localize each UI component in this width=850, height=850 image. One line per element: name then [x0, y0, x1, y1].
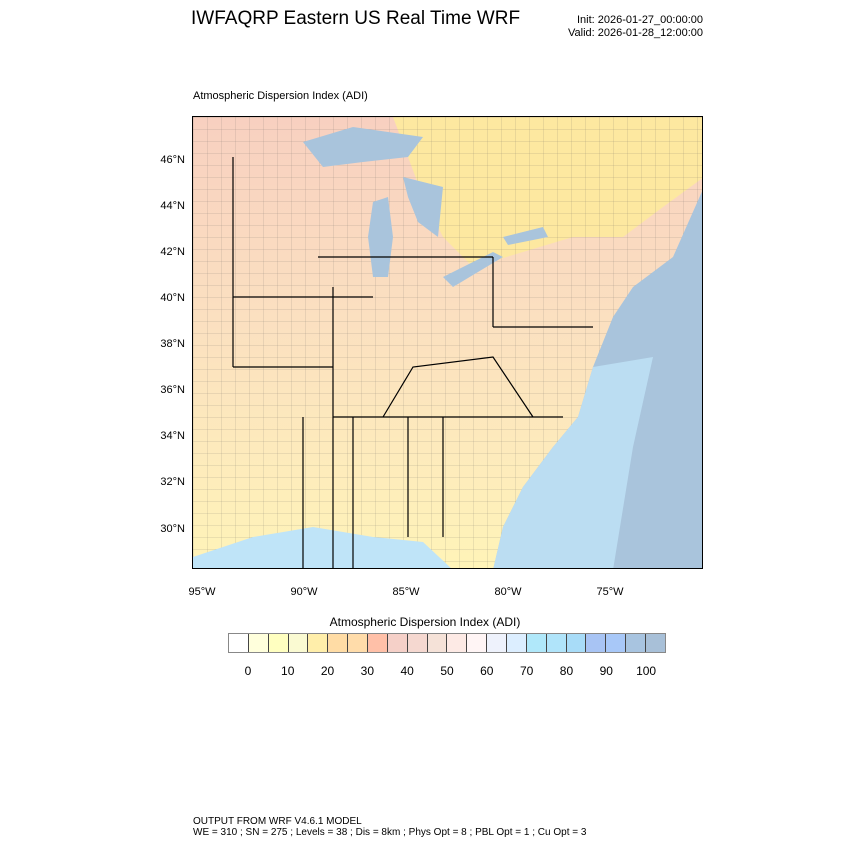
colorbar-swatch — [626, 634, 647, 652]
colorbar-swatch — [248, 634, 269, 652]
lat-label: 46°N — [160, 154, 185, 166]
colorbar-title: Atmospheric Dispersion Index (ADI) — [329, 615, 521, 629]
lon-label: 85°W — [392, 586, 420, 598]
colorbar-swatch — [586, 634, 607, 652]
lake-superior — [303, 127, 423, 167]
init-valid-times: Init: 2026-01-27_00:00:00 Valid: 2026-01… — [568, 14, 703, 40]
coastal-shelf — [493, 357, 653, 568]
lake-huron — [403, 177, 443, 237]
field-label: Atmospheric Dispersion Index (ADI) — [193, 90, 368, 102]
plot-title: IWFAQRP Eastern US Real Time WRF — [191, 8, 521, 29]
colorbar-label: 90 — [599, 664, 613, 678]
colorbar-label: 10 — [281, 664, 295, 678]
lat-label: 38°N — [160, 338, 185, 350]
colorbar — [228, 633, 666, 653]
colorbar-swatch — [646, 634, 665, 652]
lon-label: 75°W — [596, 586, 624, 598]
colorbar-label: 30 — [360, 664, 375, 678]
colorbar-label: 60 — [480, 664, 494, 678]
state-borders — [232, 157, 593, 568]
colorbar-swatch — [447, 634, 468, 652]
colorbar-swatch — [526, 634, 547, 652]
colorbar-label: 100 — [636, 664, 657, 678]
colorbar-swatch — [487, 634, 508, 652]
map-panel — [192, 116, 703, 569]
lat-label: 44°N — [160, 200, 185, 212]
adi-map — [193, 117, 702, 568]
colorbar-swatch — [348, 634, 369, 652]
gulf-of-mexico — [193, 527, 451, 568]
colorbar-swatch — [308, 634, 329, 652]
colorbar-swatch — [368, 634, 388, 652]
colorbar-swatch — [387, 634, 408, 652]
lat-label: 36°N — [160, 384, 185, 396]
colorbar-label: 50 — [440, 664, 454, 678]
colorbar-label: 80 — [559, 664, 574, 678]
lon-label: 95°W — [188, 586, 216, 598]
colorbar-swatch — [427, 634, 448, 652]
lat-label: 32°N — [160, 476, 185, 488]
lon-label: 80°W — [494, 586, 522, 598]
lat-label: 40°N — [160, 292, 185, 304]
colorbar-swatch — [229, 634, 249, 652]
lat-label: 42°N — [160, 246, 185, 258]
lon-label: 90°W — [290, 586, 318, 598]
colorbar-swatch — [566, 634, 587, 652]
valid-time: Valid: 2026-01-28_12:00:00 — [568, 27, 703, 39]
colorbar-swatch — [407, 634, 428, 652]
model-info: OUTPUT FROM WRF V4.6.1 MODEL WE = 310 ; … — [193, 816, 586, 838]
model-config: WE = 310 ; SN = 275 ; Levels = 38 ; Dis … — [193, 827, 587, 838]
colorbar-label: 70 — [519, 664, 534, 678]
lat-label: 30°N — [160, 523, 185, 535]
model-version: OUTPUT FROM WRF V4.6.1 MODEL — [193, 816, 362, 827]
colorbar-swatch — [467, 634, 488, 652]
lat-label: 34°N — [160, 430, 185, 442]
colorbar-swatch — [328, 634, 349, 652]
colorbar-label: 20 — [320, 664, 335, 678]
colorbar-label: 0 — [244, 664, 252, 678]
colorbar-swatch — [268, 634, 289, 652]
colorbar-swatch — [606, 634, 627, 652]
init-time: Init: 2026-01-27_00:00:00 — [577, 14, 703, 26]
lake-erie — [443, 252, 503, 287]
colorbar-swatch — [507, 634, 527, 652]
colorbar-swatch — [288, 634, 309, 652]
lake-ontario — [503, 227, 548, 245]
colorbar-swatch — [546, 634, 567, 652]
colorbar-label: 40 — [400, 664, 414, 678]
